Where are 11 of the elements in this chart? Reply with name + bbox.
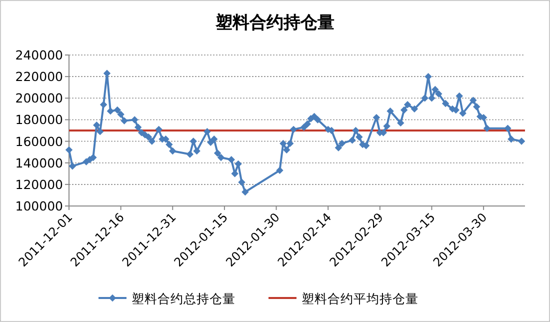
y-tick-label: 120000 (15, 176, 64, 192)
y-tick-label: 140000 (15, 155, 64, 170)
chart-title: 塑料合约持仓量 (214, 12, 334, 33)
legend-label: 塑料合约总持仓量 (132, 291, 236, 306)
y-tick-label: 160000 (15, 134, 64, 149)
y-tick-label: 100000 (15, 198, 64, 214)
y-tick-label: 240000 (15, 48, 64, 62)
y-tick-label: 180000 (15, 112, 64, 128)
y-tick-label: 200000 (15, 90, 64, 106)
legend-label: 塑料合约平均持仓量 (302, 291, 418, 306)
y-tick-label: 220000 (15, 69, 64, 84)
